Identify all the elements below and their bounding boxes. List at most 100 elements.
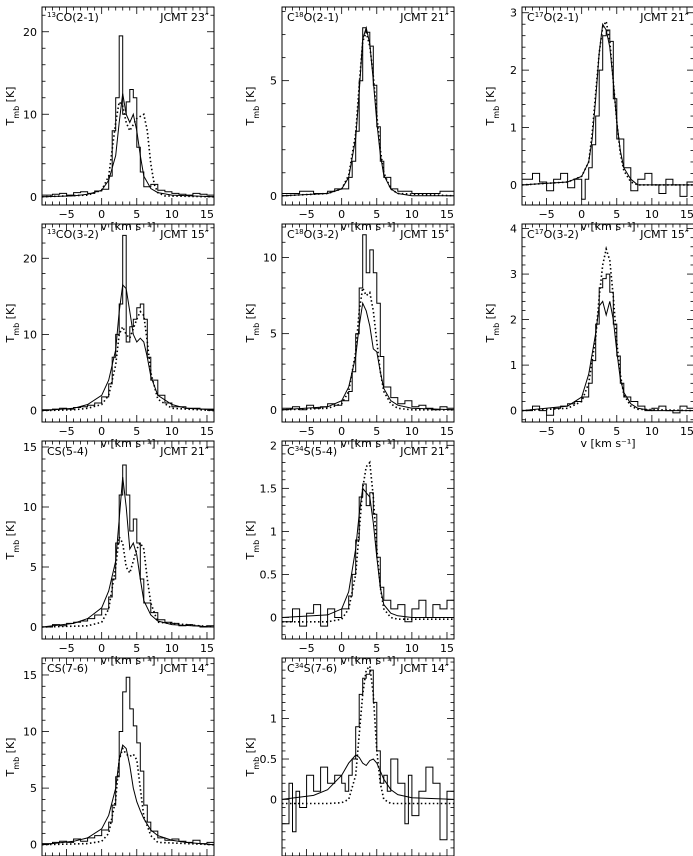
dotted-spectrum-line bbox=[41, 534, 215, 628]
solid-spectrum-line bbox=[41, 476, 215, 628]
y-tick-label: 5 bbox=[30, 561, 37, 574]
histogram-spectrum-line bbox=[522, 273, 693, 416]
spectrum-panel: −5 0 5 10 15 0 5 C18O(2-1) JCMT 21″ v [km s⁻¹] Tmb… bbox=[244, 6, 455, 233]
y-tick-label: 10 bbox=[23, 726, 37, 739]
x-tick-label: −5 bbox=[58, 208, 74, 221]
x-axis-label: v [km s⁻¹] bbox=[580, 437, 635, 450]
x-axis-label: v [km s⁻¹] bbox=[100, 220, 155, 233]
transition-label: CS(5-4) bbox=[47, 445, 88, 458]
y-tick-label: 2 bbox=[510, 64, 517, 77]
x-tick-label: 0 bbox=[578, 425, 585, 438]
x-tick-label: 0 bbox=[338, 642, 345, 655]
telescope-beam-label: JCMT 21″ bbox=[399, 445, 449, 458]
y-tick-label: 0 bbox=[30, 839, 37, 852]
y-axis-label: Tmb [K] bbox=[4, 304, 21, 344]
x-tick-label: 15 bbox=[440, 642, 454, 655]
transition-label: C34S(5-4) bbox=[287, 445, 337, 458]
y-tick-label: 1 bbox=[510, 122, 517, 135]
y-axis-label: Tmb [K] bbox=[244, 304, 261, 344]
x-tick-label: 5 bbox=[613, 208, 620, 221]
spectrum-panel: −5 0 5 10 15 0 5 10 15 CS(5-4) JCMT 21″ v [km s⁻¹] T… bbox=[4, 440, 215, 667]
x-tick-label: 5 bbox=[133, 642, 140, 655]
spectrum-panel: −5 0 5 10 15 0 10 20 13CO(2-1) JCMT 23″ v [km s⁻¹]… bbox=[4, 6, 215, 233]
spectrum-panel: −5 0 5 10 15 0 1 2 3 4 C17O(3-2) JCMT 15″ v [km s⁻¹]… bbox=[484, 223, 693, 450]
x-tick-label: 15 bbox=[440, 425, 454, 438]
y-tick-label: 5 bbox=[30, 782, 37, 795]
y-tick-label: 0 bbox=[30, 621, 37, 634]
x-tick-label: 15 bbox=[200, 642, 214, 655]
solid-spectrum-line bbox=[41, 283, 215, 412]
y-tick-label: 10 bbox=[23, 501, 37, 514]
histogram-spectrum-line bbox=[42, 464, 214, 628]
x-tick-label: 0 bbox=[98, 208, 105, 221]
x-tick-label: 0 bbox=[98, 425, 105, 438]
transition-label: C18O(3-2) bbox=[287, 228, 339, 241]
transition-label: C18O(2-1) bbox=[287, 11, 339, 24]
x-tick-label: 10 bbox=[645, 208, 659, 221]
y-tick-label: 5 bbox=[270, 328, 277, 341]
x-tick-label: 10 bbox=[405, 425, 419, 438]
transition-label: C17O(3-2) bbox=[527, 228, 579, 241]
x-tick-label: −5 bbox=[298, 425, 314, 438]
y-tick-label: 3 bbox=[510, 268, 517, 281]
x-tick-label: 15 bbox=[680, 208, 693, 221]
y-tick-label: 0 bbox=[270, 611, 277, 624]
x-axis-label: v [km s⁻¹] bbox=[100, 654, 155, 667]
y-axis-label: Tmb [K] bbox=[484, 304, 501, 344]
y-tick-label: 10 bbox=[23, 328, 37, 341]
x-tick-label: −5 bbox=[538, 208, 554, 221]
histogram-spectrum-line bbox=[282, 669, 454, 841]
y-axis-label: Tmb [K] bbox=[244, 87, 261, 127]
y-tick-label: 0 bbox=[510, 405, 517, 418]
y-tick-label: 5 bbox=[270, 75, 277, 88]
x-axis-label: v [km s⁻¹] bbox=[340, 220, 395, 233]
x-tick-label: 0 bbox=[338, 425, 345, 438]
y-tick-label: 0.5 bbox=[260, 568, 278, 581]
histogram-spectrum-line bbox=[282, 483, 454, 627]
plot-frame bbox=[41, 440, 215, 640]
transition-label: CS(7-6) bbox=[47, 662, 88, 675]
y-tick-label: 0 bbox=[30, 405, 37, 418]
y-axis-label: Tmb [K] bbox=[484, 87, 501, 127]
x-axis-label: v [km s⁻¹] bbox=[100, 437, 155, 450]
y-tick-label: 10 bbox=[23, 108, 37, 121]
solid-spectrum-line bbox=[281, 301, 455, 411]
x-tick-label: 5 bbox=[373, 642, 380, 655]
x-tick-label: 0 bbox=[578, 208, 585, 221]
y-tick-label: 2 bbox=[270, 439, 277, 452]
x-tick-label: 10 bbox=[405, 208, 419, 221]
histogram-spectrum-line bbox=[42, 234, 214, 411]
y-tick-label: 15 bbox=[23, 669, 37, 682]
telescope-beam-label: JCMT 15″ bbox=[159, 228, 209, 241]
dotted-spectrum-line bbox=[41, 100, 215, 198]
x-tick-label: 5 bbox=[133, 425, 140, 438]
plot-frame bbox=[521, 223, 693, 423]
telescope-beam-label: JCMT 14″ bbox=[399, 662, 449, 675]
dotted-spectrum-line bbox=[281, 285, 454, 411]
solid-spectrum-line bbox=[41, 744, 215, 846]
x-tick-label: 10 bbox=[165, 642, 179, 655]
solid-spectrum-line bbox=[281, 754, 455, 800]
x-tick-label: −5 bbox=[298, 208, 314, 221]
x-tick-label: 0 bbox=[98, 642, 105, 655]
x-tick-label: 15 bbox=[440, 208, 454, 221]
histogram-spectrum-line bbox=[282, 234, 454, 411]
plot-frame bbox=[281, 223, 455, 423]
y-axis-label: Tmb [K] bbox=[4, 87, 21, 127]
dotted-spectrum-line bbox=[282, 664, 454, 805]
dotted-spectrum-line bbox=[41, 310, 215, 412]
x-tick-label: −5 bbox=[298, 642, 314, 655]
x-tick-label: −5 bbox=[58, 425, 74, 438]
y-tick-label: 1.5 bbox=[260, 482, 278, 495]
x-tick-label: 5 bbox=[373, 425, 380, 438]
dotted-spectrum-line bbox=[281, 29, 455, 197]
y-tick-label: 0.5 bbox=[260, 753, 278, 766]
x-tick-label: 5 bbox=[133, 208, 140, 221]
spectrum-panel: −5 0 5 10 15 0 5 10 C18O(3-2) JCMT 15″ v [km s⁻¹] T… bbox=[244, 223, 455, 450]
solid-spectrum-line bbox=[521, 22, 693, 186]
x-tick-label: 10 bbox=[645, 425, 659, 438]
dotted-spectrum-line bbox=[521, 245, 693, 412]
solid-spectrum-line bbox=[281, 25, 454, 197]
x-tick-label: 10 bbox=[165, 425, 179, 438]
